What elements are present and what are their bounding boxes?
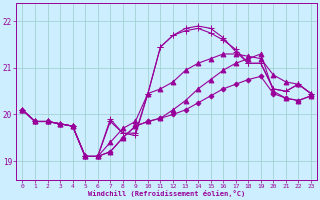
X-axis label: Windchill (Refroidissement éolien,°C): Windchill (Refroidissement éolien,°C) — [88, 190, 245, 197]
